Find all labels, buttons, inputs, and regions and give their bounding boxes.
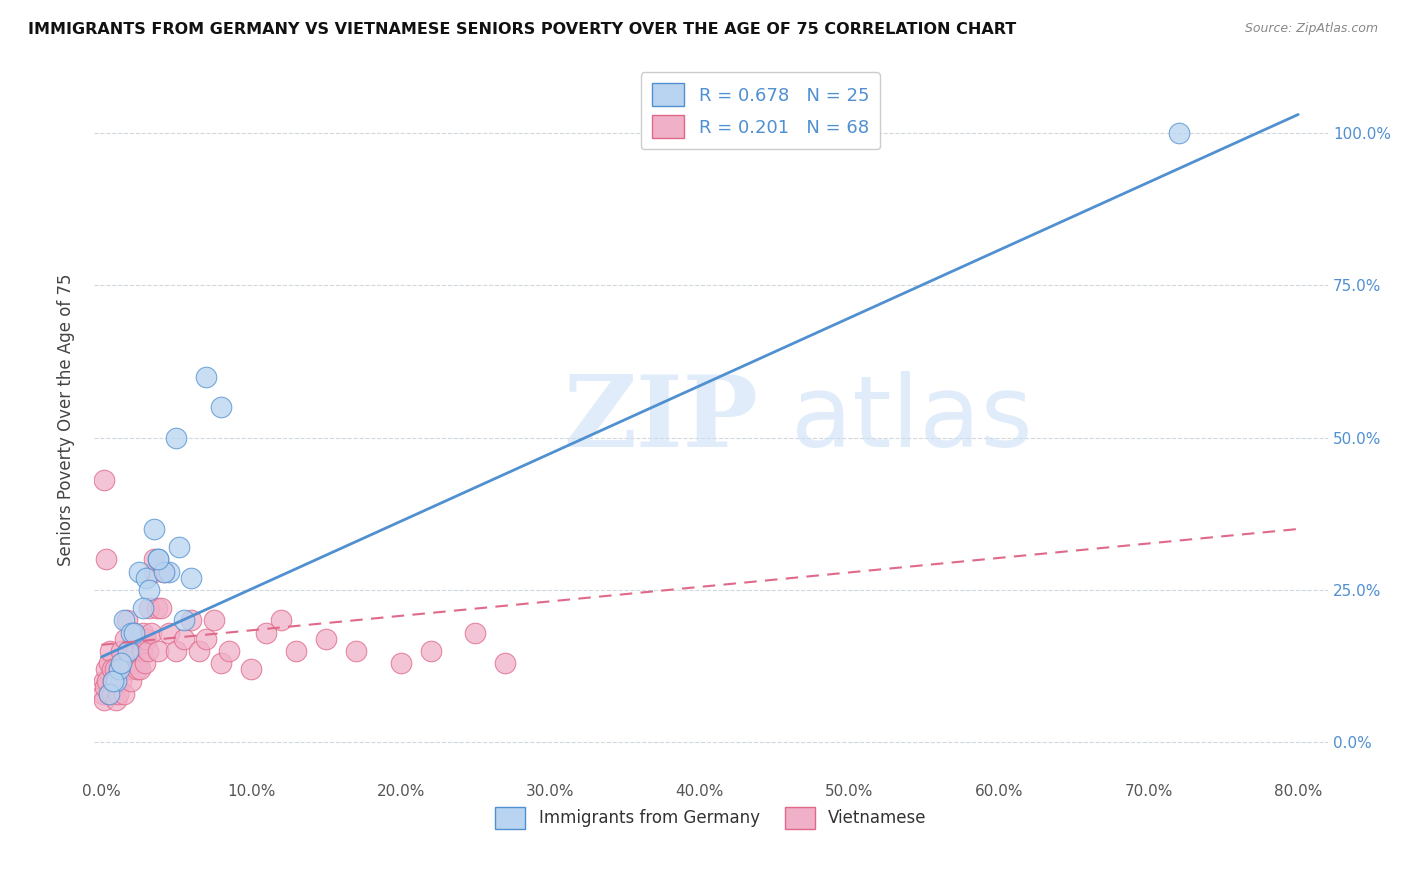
Point (195, 369, 218, 384)
Point (209, 400, 232, 414)
Point (148, 552, 170, 566)
Point (120, 674, 142, 689)
Text: atlas: atlas (792, 371, 1033, 467)
Point (97, 656, 120, 670)
Point (112, 614, 135, 628)
Point (195, 632, 218, 646)
Point (173, 614, 195, 628)
Point (101, 687, 124, 701)
Point (108, 662, 131, 676)
Point (134, 656, 156, 670)
Point (139, 625, 162, 640)
Point (254, 625, 277, 640)
Point (97, 687, 120, 701)
Point (180, 614, 202, 628)
Point (91, 687, 114, 701)
Point (121, 644, 143, 658)
Point (105, 674, 128, 689)
Point (128, 632, 150, 646)
Point (135, 571, 157, 585)
Point (105, 674, 128, 689)
Point (270, 614, 292, 628)
Point (148, 644, 170, 658)
Point (157, 565, 180, 579)
Point (419, 644, 441, 658)
Point (97, 687, 120, 701)
Point (108, 662, 131, 676)
Point (94, 552, 117, 566)
Point (344, 644, 367, 658)
Point (103, 674, 125, 689)
Point (104, 662, 127, 676)
Point (110, 674, 132, 689)
Point (105, 692, 128, 706)
Point (100, 644, 122, 658)
Text: ZIP: ZIP (562, 371, 758, 467)
Point (131, 644, 153, 658)
Point (1167, 126, 1189, 140)
Point (93, 692, 115, 706)
Point (101, 662, 124, 676)
Point (93, 473, 115, 487)
Point (132, 601, 155, 615)
Point (148, 552, 170, 566)
Point (117, 644, 139, 658)
Point (153, 565, 176, 579)
Point (93, 674, 115, 689)
Point (138, 582, 160, 597)
Point (284, 644, 307, 658)
Point (187, 644, 209, 658)
Point (114, 632, 136, 646)
Point (94, 662, 117, 676)
Point (120, 625, 142, 640)
Point (110, 644, 132, 658)
Text: Source: ZipAtlas.com: Source: ZipAtlas.com (1244, 22, 1378, 36)
Point (136, 644, 159, 658)
Y-axis label: Seniors Poverty Over the Age of 75: Seniors Poverty Over the Age of 75 (58, 273, 75, 566)
Point (464, 625, 486, 640)
Point (115, 614, 138, 628)
Point (180, 571, 202, 585)
Point (112, 662, 135, 676)
Point (153, 565, 176, 579)
Point (142, 552, 165, 566)
Point (120, 656, 142, 670)
Point (117, 644, 139, 658)
Point (127, 662, 149, 676)
Point (132, 625, 155, 640)
Point (111, 656, 134, 670)
Point (128, 565, 150, 579)
Point (118, 662, 141, 676)
Point (96, 674, 118, 689)
Point (389, 656, 412, 670)
Point (202, 614, 225, 628)
Point (124, 625, 146, 640)
Point (240, 662, 263, 676)
Point (112, 687, 135, 701)
Point (145, 601, 167, 615)
Point (165, 431, 187, 445)
Point (129, 662, 152, 676)
Point (124, 625, 146, 640)
Point (173, 632, 195, 646)
Point (165, 644, 187, 658)
Point (103, 674, 125, 689)
Point (110, 656, 132, 670)
Point (107, 687, 129, 701)
Point (142, 522, 165, 536)
Point (135, 632, 157, 646)
Point (125, 644, 148, 658)
Point (157, 625, 180, 640)
Legend: Immigrants from Germany, Vietnamese: Immigrants from Germany, Vietnamese (489, 801, 934, 835)
Point (315, 632, 337, 646)
Point (142, 565, 165, 579)
Text: IMMIGRANTS FROM GERMANY VS VIETNAMESE SENIORS POVERTY OVER THE AGE OF 75 CORRELA: IMMIGRANTS FROM GERMANY VS VIETNAMESE SE… (28, 22, 1017, 37)
Point (138, 601, 160, 615)
Point (218, 644, 240, 658)
Point (150, 601, 173, 615)
Point (94, 681, 117, 695)
Point (494, 656, 516, 670)
Point (167, 541, 190, 555)
Point (209, 656, 232, 670)
